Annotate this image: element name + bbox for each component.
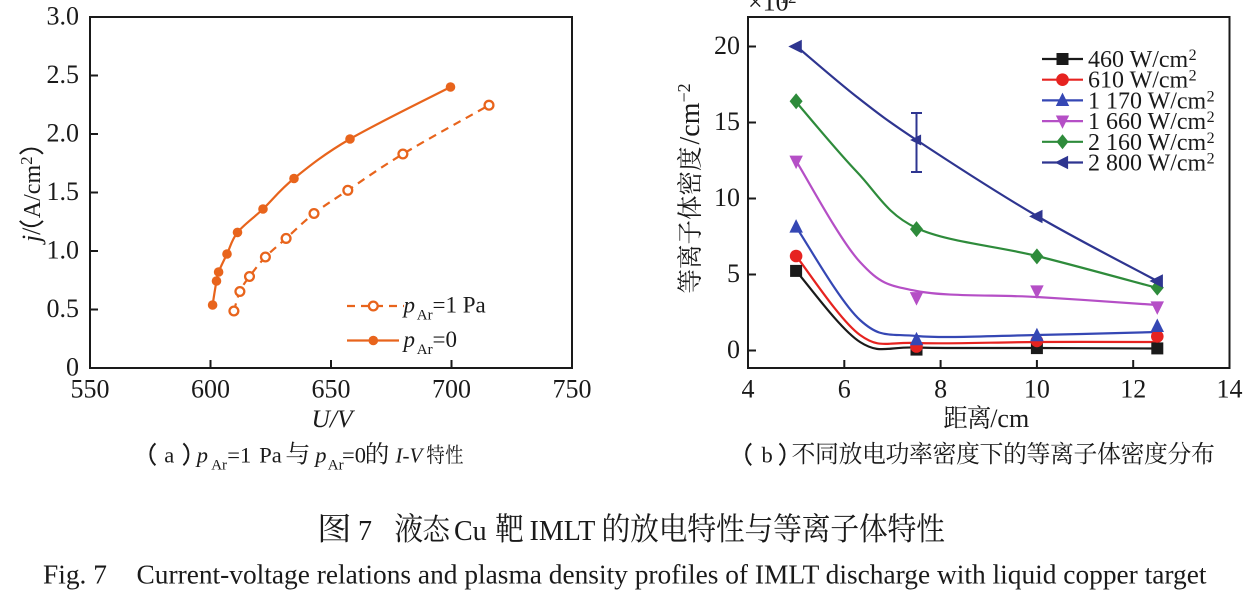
svg-text:Ar: Ar: [211, 458, 227, 474]
svg-text:12: 12: [780, 0, 797, 7]
svg-text:550: 550: [71, 375, 110, 404]
svg-text:15: 15: [714, 107, 740, 136]
svg-text:Ar: Ar: [417, 308, 433, 324]
svg-text:=0: =0: [433, 327, 457, 352]
svg-text:14: 14: [1217, 375, 1243, 404]
svg-text:p: p: [313, 443, 326, 468]
svg-text:750: 750: [553, 375, 592, 404]
svg-text:1 660 W/cm: 1 660 W/cm: [1088, 109, 1207, 135]
svg-text:10: 10: [1024, 375, 1050, 404]
svg-text:2 160 W/cm: 2 160 W/cm: [1088, 130, 1207, 156]
svg-text:5: 5: [727, 259, 740, 288]
svg-text:2: 2: [1207, 130, 1215, 147]
svg-text:=0: =0: [342, 443, 366, 468]
svg-text:12: 12: [1120, 375, 1146, 404]
svg-text:=1: =1: [227, 443, 251, 468]
svg-text:460 W/cm: 460 W/cm: [1088, 47, 1189, 73]
svg-text:a: a: [164, 443, 174, 468]
svg-text:3.0: 3.0: [47, 2, 80, 31]
svg-text:7: 7: [358, 516, 372, 547]
svg-text:600: 600: [191, 375, 230, 404]
svg-text:2.5: 2.5: [47, 60, 80, 89]
svg-text:20: 20: [714, 31, 740, 60]
svg-text:2.0: 2.0: [47, 119, 80, 148]
svg-text:1.0: 1.0: [47, 236, 80, 265]
svg-text:j: j: [17, 235, 46, 245]
svg-text:U/V: U/V: [312, 404, 357, 433]
svg-text:×10: ×10: [748, 0, 789, 17]
svg-text:2: 2: [1207, 109, 1215, 126]
svg-text:Pa: Pa: [259, 443, 282, 468]
svg-text:0: 0: [66, 353, 79, 382]
svg-text:0: 0: [727, 335, 740, 364]
svg-text:2 800 W/cm: 2 800 W/cm: [1088, 151, 1207, 177]
svg-text:Ar: Ar: [328, 458, 344, 474]
svg-text:8: 8: [934, 375, 947, 404]
svg-text:2: 2: [1189, 47, 1197, 64]
svg-text:−2: −2: [674, 83, 694, 102]
svg-text:1.5: 1.5: [47, 177, 80, 206]
svg-text:0.5: 0.5: [47, 294, 80, 323]
svg-text:p: p: [402, 327, 416, 352]
svg-text:/cm: /cm: [675, 102, 706, 144]
svg-text:A/cm: A/cm: [20, 165, 46, 219]
svg-text:=1 Pa: =1 Pa: [433, 293, 486, 318]
svg-text:650: 650: [312, 375, 351, 404]
svg-text:Current-voltage relations and: Current-voltage relations and plasma den…: [137, 560, 1207, 590]
svg-text:700: 700: [432, 375, 471, 404]
svg-text:Fig. 7: Fig. 7: [43, 560, 107, 590]
svg-text:Ar: Ar: [417, 342, 433, 358]
svg-text:1 170 W/cm: 1 170 W/cm: [1088, 88, 1207, 114]
svg-text:p: p: [195, 443, 208, 468]
svg-text:2: 2: [1207, 88, 1215, 105]
svg-text:b: b: [762, 443, 773, 468]
svg-text:6: 6: [838, 375, 851, 404]
svg-text:610 W/cm: 610 W/cm: [1088, 68, 1189, 94]
svg-text:p: p: [402, 293, 416, 318]
svg-text:2: 2: [1189, 68, 1197, 85]
svg-text:/: /: [17, 227, 46, 235]
svg-text:4: 4: [742, 375, 755, 404]
svg-text:IMLT: IMLT: [530, 516, 596, 547]
svg-text:/cm: /cm: [990, 404, 1029, 433]
svg-text:10: 10: [714, 183, 740, 212]
svg-text:I-V: I-V: [395, 444, 425, 468]
svg-text:Cu: Cu: [454, 516, 487, 547]
svg-text:2: 2: [17, 156, 36, 165]
svg-text:2: 2: [1207, 151, 1215, 168]
